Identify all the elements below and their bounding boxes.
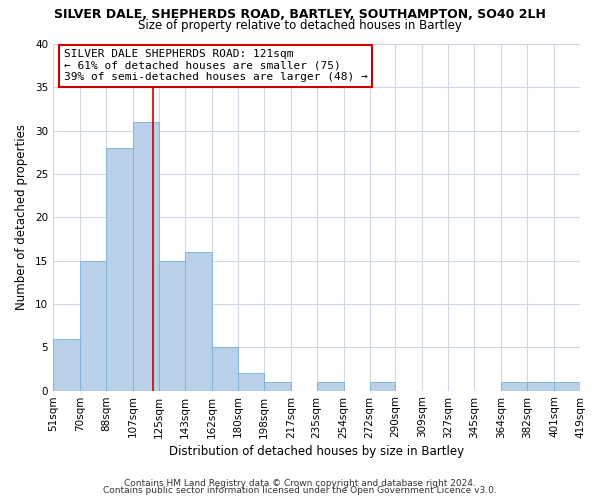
Bar — [185, 252, 212, 390]
Y-axis label: Number of detached properties: Number of detached properties — [15, 124, 28, 310]
Bar — [159, 260, 185, 390]
Bar — [527, 382, 554, 390]
Text: Size of property relative to detached houses in Bartley: Size of property relative to detached ho… — [138, 18, 462, 32]
Bar — [80, 260, 106, 390]
Bar — [501, 382, 527, 390]
Bar — [212, 347, 238, 391]
X-axis label: Distribution of detached houses by size in Bartley: Distribution of detached houses by size … — [169, 444, 464, 458]
Bar — [53, 338, 80, 390]
Bar — [238, 373, 263, 390]
Bar — [554, 382, 580, 390]
Bar — [133, 122, 159, 390]
Bar — [263, 382, 291, 390]
Text: Contains HM Land Registry data © Crown copyright and database right 2024.: Contains HM Land Registry data © Crown c… — [124, 478, 476, 488]
Bar — [317, 382, 344, 390]
Text: SILVER DALE, SHEPHERDS ROAD, BARTLEY, SOUTHAMPTON, SO40 2LH: SILVER DALE, SHEPHERDS ROAD, BARTLEY, SO… — [54, 8, 546, 22]
Bar — [106, 148, 133, 390]
Bar — [370, 382, 395, 390]
Text: SILVER DALE SHEPHERDS ROAD: 121sqm
← 61% of detached houses are smaller (75)
39%: SILVER DALE SHEPHERDS ROAD: 121sqm ← 61%… — [64, 49, 367, 82]
Text: Contains public sector information licensed under the Open Government Licence v3: Contains public sector information licen… — [103, 486, 497, 495]
